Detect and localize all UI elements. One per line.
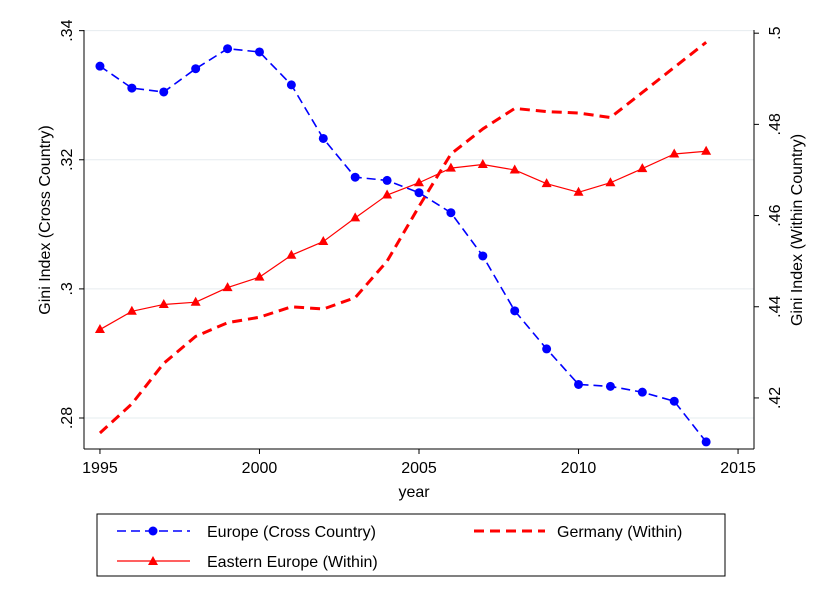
data-point-eastern-europe-within-2014	[701, 145, 712, 155]
legend: Europe (Cross Country) Germany (Within) …	[96, 513, 726, 577]
data-point-eastern-europe-within-1998	[190, 296, 201, 306]
data-point-europe-cross-country-2005	[414, 188, 424, 198]
data-point-eastern-europe-within-2013	[669, 148, 680, 158]
data-point-eastern-europe-within-2008	[509, 164, 520, 174]
series-layer	[94, 41, 712, 447]
data-point-europe-cross-country-2004	[382, 175, 392, 185]
y-left-tick-label-1: .3	[59, 282, 76, 295]
data-point-eastern-europe-within-2005	[414, 177, 424, 187]
y-right-axis-title: Gini Index (Within Country)	[789, 134, 806, 326]
legend-swatch-eastern-europe-marker	[148, 556, 158, 565]
legend-entry-germany: Germany (Within)	[474, 524, 682, 541]
data-point-europe-cross-country-2001	[286, 80, 296, 90]
data-point-eastern-europe-within-1995	[94, 324, 105, 334]
data-point-europe-cross-country-2007	[478, 251, 488, 261]
legend-label-eastern-europe: Eastern Europe (Within)	[207, 554, 378, 571]
series-line-germany-within	[98, 41, 708, 435]
x-tick-label-2: 2005	[401, 460, 437, 477]
x-tick-label-3: 2010	[561, 460, 597, 477]
data-point-europe-cross-country-2002	[318, 133, 328, 143]
data-point-europe-cross-country-2006	[446, 208, 456, 218]
data-point-europe-cross-country-2000	[254, 47, 264, 57]
data-point-eastern-europe-within-2007	[477, 158, 488, 168]
data-point-europe-cross-country-2008	[510, 306, 520, 316]
legend-entry-europe: Europe (Cross Country)	[117, 524, 376, 541]
legend-label-europe: Europe (Cross Country)	[207, 524, 376, 541]
x-axis-title: year	[398, 484, 430, 501]
legend-label-germany: Germany (Within)	[557, 524, 682, 541]
axes-layer: 1995 2000 2005 2010 2015 .28 .3 .32 .34 .42 .44 .46…	[59, 19, 784, 477]
x-tick-label-1: 2000	[242, 460, 278, 477]
data-point-europe-cross-country-2014	[701, 437, 711, 447]
y-right-tick-label-1: .44	[767, 296, 784, 318]
x-tick-label-4: 2015	[720, 460, 756, 477]
x-tick-label-0: 1995	[82, 460, 118, 477]
data-point-europe-cross-country-1999	[223, 44, 233, 54]
y-right-tick-label-4: .5	[767, 26, 784, 39]
data-point-eastern-europe-within-2006	[445, 162, 456, 172]
y-left-tick-label-2: .32	[59, 149, 76, 171]
data-point-europe-cross-country-2009	[542, 344, 552, 354]
y-right-tick-label-3: .48	[767, 113, 784, 135]
data-point-eastern-europe-within-1997	[158, 298, 169, 308]
data-point-eastern-europe-within-2012	[637, 163, 648, 173]
data-point-eastern-europe-within-2011	[605, 177, 616, 187]
data-point-europe-cross-country-1998	[191, 64, 201, 74]
data-point-eastern-europe-within-2010	[573, 186, 584, 196]
y-right-tick-label-2: .46	[767, 204, 784, 226]
data-point-eastern-europe-within-1996	[126, 305, 137, 315]
legend-swatch-europe-marker	[148, 526, 158, 536]
grid-layer	[84, 30, 754, 419]
data-point-europe-cross-country-2013	[669, 396, 679, 406]
data-point-europe-cross-country-2012	[637, 387, 647, 397]
data-point-eastern-europe-within-2003	[350, 212, 361, 222]
data-point-europe-cross-country-1997	[159, 87, 169, 97]
series-line-eastern-europe-within	[99, 150, 707, 331]
data-point-eastern-europe-within-2002	[318, 236, 329, 246]
legend-entry-eastern-europe: Eastern Europe (Within)	[117, 554, 378, 571]
labels-layer: year Gini Index (Cross Country) Gini Ind…	[37, 125, 806, 501]
data-point-eastern-europe-within-2009	[541, 178, 552, 188]
legend-box	[96, 513, 726, 577]
data-point-eastern-europe-within-2000	[254, 271, 265, 281]
data-point-eastern-europe-within-2004	[382, 189, 393, 199]
data-point-eastern-europe-within-2001	[286, 249, 297, 259]
y-left-axis-title: Gini Index (Cross Country)	[37, 125, 54, 314]
data-point-europe-cross-country-2010	[574, 379, 584, 389]
y-left-tick-label-0: .28	[59, 407, 76, 429]
y-right-tick-label-0: .42	[767, 387, 784, 409]
data-point-eastern-europe-within-1999	[222, 282, 233, 292]
y-left-tick-label-3: .34	[59, 19, 76, 41]
data-point-europe-cross-country-1995	[95, 61, 105, 71]
data-point-europe-cross-country-2003	[350, 172, 360, 182]
series-line-europe-cross-country	[99, 47, 707, 443]
data-point-europe-cross-country-1996	[127, 83, 137, 93]
data-point-europe-cross-country-2011	[605, 381, 615, 391]
